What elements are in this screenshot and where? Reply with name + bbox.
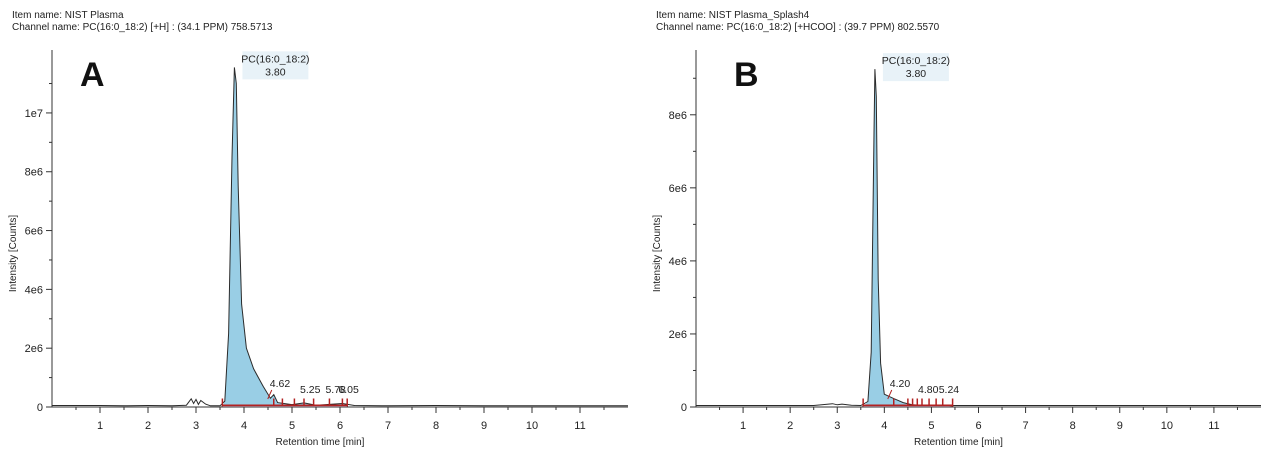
chromatogram-panel-a: Item name: NIST Plasma Channel name: PC(… <box>8 10 628 448</box>
x-tick-label: 7 <box>385 420 391 432</box>
y-tick-label: 6e6 <box>25 226 43 238</box>
peak-rt-label: 3.80 <box>265 66 286 78</box>
y-tick-label: 2e6 <box>669 329 687 341</box>
x-tick-label: 2 <box>145 420 151 432</box>
x-tick-label: 9 <box>481 420 487 432</box>
y-axis-label: Intensity [Counts] <box>652 215 663 292</box>
peak-rt-label: 3.80 <box>906 68 927 80</box>
y-tick-label: 0 <box>37 402 43 414</box>
x-tick-label: 4 <box>881 420 887 432</box>
x-tick-label: 5 <box>928 420 934 432</box>
x-tick-label: 4 <box>241 420 247 432</box>
minor-peak-label: 5.78 <box>325 384 346 396</box>
x-tick-label: 1 <box>97 420 103 432</box>
minor-peak-label: 5.24 <box>939 384 960 396</box>
minor-peak-label: 4.20 <box>890 378 911 390</box>
peak-pointer <box>267 389 273 400</box>
x-tick-label: 5 <box>289 420 295 432</box>
panel-letter: B <box>734 56 759 94</box>
peak-pointer <box>887 389 893 400</box>
x-tick-label: 7 <box>1023 420 1029 432</box>
peak-name-label: PC(16:0_18:2) <box>882 55 950 67</box>
chromatogram-a-plot: 1 2 3 4 5 6 7 8 9 10 11 0 2e6 4e6 6e6 8e6 1e7 Retention t… <box>8 50 628 448</box>
y-tick-label: 8e6 <box>669 110 687 122</box>
x-axis-label: Retention time [min] <box>276 437 365 448</box>
chromatogram-trace <box>696 69 1261 407</box>
peak-area-fill <box>863 69 953 407</box>
chromatogram-trace <box>52 67 628 407</box>
y-tick-label: 1e7 <box>25 108 43 120</box>
y-tick-label: 6e6 <box>669 183 687 195</box>
x-tick-label: 11 <box>574 420 585 432</box>
peak-label-box <box>882 53 949 82</box>
y-tick-label: 4e6 <box>669 256 687 268</box>
x-tick-label: 6 <box>975 420 981 432</box>
channel-name: Channel name: PC(16:0_18:2) [+H] : (34.1… <box>12 22 273 33</box>
x-tick-label: 3 <box>834 420 840 432</box>
y-axis-label: Intensity [Counts] <box>8 215 19 292</box>
x-tick-label: 10 <box>1161 420 1173 432</box>
x-tick-label: 1 <box>740 420 746 432</box>
x-tick-label: 8 <box>433 420 439 432</box>
item-name: Item name: NIST Plasma <box>12 10 124 21</box>
minor-peak-label: 4.80 <box>918 384 939 396</box>
y-tick-label: 0 <box>681 402 687 414</box>
y-tick-label: 4e6 <box>25 284 43 296</box>
peak-label-box <box>242 51 309 80</box>
y-tick-label: 8e6 <box>25 167 43 179</box>
peak-name-label: PC(16:0_18:2) <box>241 53 309 65</box>
item-name: Item name: NIST Plasma_Splash4 <box>656 10 810 21</box>
minor-peak-label: 6.05 <box>338 384 359 396</box>
x-axis-label: Retention time [min] <box>914 437 1003 448</box>
minor-peak-label: 5.25 <box>300 384 321 396</box>
x-tick-label: 2 <box>787 420 793 432</box>
x-tick-label: 11 <box>1208 420 1219 432</box>
channel-name: Channel name: PC(16:0_18:2) [+HCOO] : (3… <box>656 22 940 33</box>
x-tick-label: 9 <box>1117 420 1123 432</box>
y-tick-label: 2e6 <box>25 343 43 355</box>
minor-peak-label: 4.62 <box>270 378 291 390</box>
x-tick-label: 6 <box>337 420 343 432</box>
x-tick-label: 3 <box>193 420 199 432</box>
x-tick-label: 8 <box>1070 420 1076 432</box>
chromatogram-b-plot: 1 2 3 4 5 6 7 8 9 10 11 0 2e6 4e6 6e6 8e6 Retention time… <box>652 50 1261 448</box>
peak-area-fill <box>222 67 348 408</box>
chromatogram-panel-b: Item name: NIST Plasma_Splash4 Channel n… <box>644 0 1263 453</box>
panel-letter: A <box>80 56 105 94</box>
x-tick-label: 10 <box>526 420 538 432</box>
